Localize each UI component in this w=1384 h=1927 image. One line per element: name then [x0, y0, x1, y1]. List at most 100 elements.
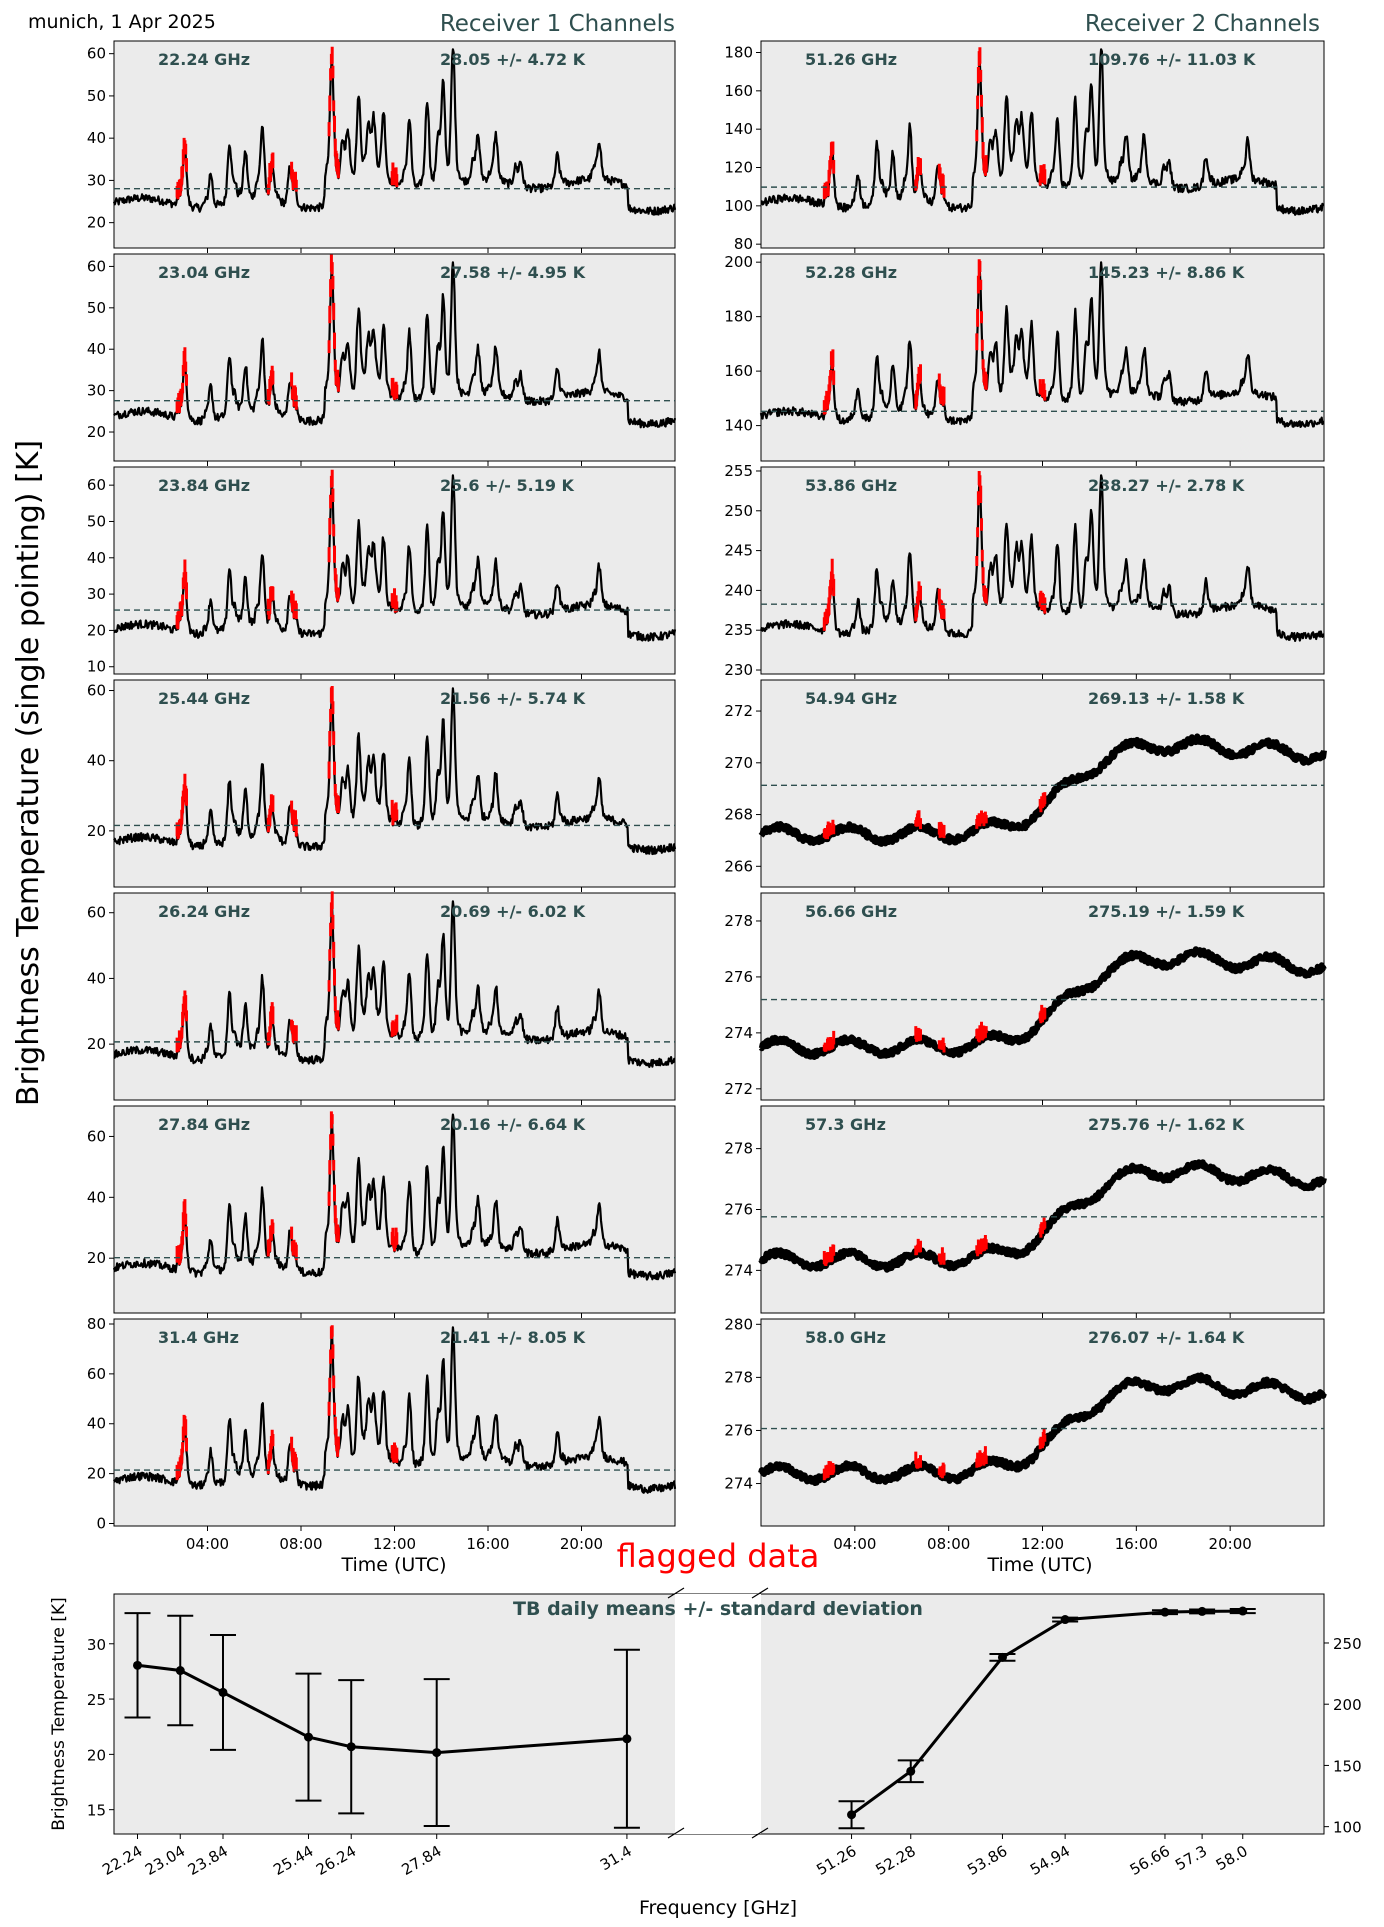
- channel-stat-label: 109.76 +/- 11.03 K: [1088, 50, 1256, 69]
- y-tick-label: 25: [87, 1691, 106, 1709]
- channel-stat-label: 28.05 +/- 4.72 K: [440, 50, 586, 69]
- channel-frequency-label: 56.66 GHz: [805, 902, 897, 921]
- y-tick-label: 50: [87, 87, 106, 105]
- channel-frequency-label: 51.26 GHz: [805, 50, 897, 69]
- y-tick-label: 50: [87, 299, 106, 317]
- y-tick-label: 250: [1333, 1635, 1362, 1653]
- panel-background: [760, 1318, 1325, 1527]
- panel-background: [760, 1105, 1325, 1314]
- y-tick-label: 180: [724, 308, 753, 326]
- summary-point: [847, 1810, 857, 1820]
- y-tick-label: 272: [724, 702, 753, 720]
- y-tick-label: 278: [724, 1368, 753, 1386]
- channel-frequency-label: 53.86 GHz: [805, 476, 897, 495]
- panel-background: [113, 1105, 676, 1314]
- y-tick-label: 40: [87, 1415, 106, 1433]
- panel-background: [760, 466, 1325, 675]
- x-tick-label: 51.26: [813, 1842, 859, 1879]
- summary-point: [622, 1734, 632, 1744]
- x-tick-label: 52.28: [873, 1842, 919, 1879]
- summary-point: [432, 1748, 442, 1758]
- y-tick-label: 280: [724, 1315, 753, 1333]
- channel-stat-label: 238.27 +/- 2.78 K: [1088, 476, 1245, 495]
- summary-title: TB daily means +/- standard deviation: [513, 1598, 923, 1620]
- channel-frequency-label: 58.0 GHz: [805, 1328, 886, 1347]
- y-tick-label: 20: [87, 1465, 106, 1483]
- panel-background: [113, 466, 676, 675]
- y-tick-label: 60: [87, 1365, 106, 1383]
- flagged-points: [175, 46, 399, 200]
- y-tick-label: 200: [1333, 1696, 1362, 1714]
- y-tick-label: 30: [87, 1636, 106, 1654]
- y-tick-label: 230: [724, 661, 753, 679]
- channel-stat-label: 269.13 +/- 1.58 K: [1088, 689, 1245, 708]
- y-tick-label: 100: [1333, 1819, 1362, 1837]
- y-tick-label: 140: [724, 417, 753, 435]
- summary-point: [1160, 1607, 1170, 1617]
- panel-background: [760, 679, 1325, 888]
- flagged-points: [822, 259, 1047, 415]
- y-tick-label: 40: [87, 1188, 106, 1206]
- y-tick-label: 255: [724, 462, 753, 480]
- time-tick-label: 08:00: [279, 1535, 322, 1553]
- flagged-points: [822, 792, 1047, 840]
- y-tick-label: 40: [87, 129, 106, 147]
- x-tick-label: 26.24: [313, 1842, 359, 1879]
- channel-stat-label: 25.6 +/- 5.19 K: [440, 476, 575, 495]
- channel-frequency-label: 25.44 GHz: [158, 689, 250, 708]
- channel-frequency-label: 27.84 GHz: [158, 1115, 250, 1134]
- summary-point: [1238, 1606, 1248, 1616]
- time-axis-receiver2: 04:00 08:00 12:00 16:00 20:00: [833, 1535, 1252, 1553]
- channel-stat-label: 20.16 +/- 6.64 K: [440, 1115, 586, 1134]
- y-tick-label: 80: [734, 235, 753, 253]
- y-tick-label: 274: [724, 1024, 753, 1042]
- panel-background: [113, 253, 676, 462]
- flagged-data-label: flagged data: [617, 1537, 820, 1575]
- panel-background: [760, 253, 1325, 462]
- summary-x-axis-label: Frequency [GHz]: [639, 1897, 797, 1919]
- channel-panel: 274 276 278 57.3 GHz 275.76 +/- 1.62 K: [724, 1105, 1327, 1318]
- channel-frequency-label: 52.28 GHz: [805, 263, 897, 282]
- channel-panel: 0 20 40 60 80 31.4 GHz 21.41 +/- 8.05 K: [87, 1315, 677, 1533]
- y-tick-label: 60: [87, 1127, 106, 1145]
- y-tick-label: 80: [87, 1315, 106, 1333]
- channel-panel: 10 20 30 40 50 60 23.84 GHz 25.6 +/- 5.19 K: [87, 466, 677, 679]
- y-tick-label: 276: [724, 1421, 753, 1439]
- channel-frequency-label: 57.3 GHz: [805, 1115, 886, 1134]
- channel-panel: 230 235 240 245 250 255 53.86 GHz 238.27 +/- 2.…: [724, 462, 1325, 679]
- channel-panel: 80 100 120 140 160 180 51.26 GHz 109.76 +/- 11.…: [724, 40, 1325, 253]
- axis-break-marks: [667, 1587, 769, 1839]
- summary-point: [1060, 1615, 1070, 1625]
- y-tick-label: 20: [87, 621, 106, 639]
- time-tick-label: 12:00: [373, 1535, 416, 1553]
- time-tick-label: 04:00: [186, 1535, 229, 1553]
- y-tick-label: 20: [87, 822, 106, 840]
- y-tick-label: 240: [724, 581, 753, 599]
- y-tick-label: 235: [724, 621, 753, 639]
- y-tick-label: 160: [724, 82, 753, 100]
- channel-panel: 140 160 180 200 52.28 GHz 145.23 +/- 8.86 K: [724, 253, 1325, 466]
- time-tick-label: 12:00: [1021, 1535, 1064, 1553]
- y-tick-label: 15: [87, 1802, 106, 1820]
- channel-panel: 20 40 60 26.24 GHz 20.69 +/- 6.02 K: [87, 891, 676, 1105]
- channel-frequency-label: 54.94 GHz: [805, 689, 897, 708]
- receiver2-title: Receiver 2 Channels: [1085, 11, 1320, 37]
- channel-panel: 266 268 270 272 54.94 GHz 269.13 +/- 1.58 K: [724, 679, 1327, 892]
- y-tick-label: 50: [87, 512, 106, 530]
- receiver2-panels: 80 100 120 140 160 180 51.26 GHz 109.76 +/- 11.…: [724, 40, 1327, 1531]
- y-tick-label: 60: [87, 904, 106, 922]
- y-tick-label: 20: [87, 1035, 106, 1053]
- channel-frequency-label: 26.24 GHz: [158, 902, 250, 921]
- summary-point: [997, 1652, 1007, 1662]
- time-tick-label: 08:00: [927, 1535, 970, 1553]
- y-tick-label: 120: [724, 159, 753, 177]
- y-tick-label: 20: [87, 214, 106, 232]
- y-tick-label: 40: [87, 752, 106, 770]
- channel-panel: 274 276 278 280 58.0 GHz 276.07 +/- 1.64 K: [724, 1315, 1327, 1531]
- x-tick-label: 23.04: [142, 1842, 188, 1879]
- time-tick-label: 16:00: [466, 1535, 509, 1553]
- axis-break-gap: [675, 1594, 761, 1834]
- panel-background: [113, 40, 676, 249]
- panel-background: [760, 892, 1325, 1101]
